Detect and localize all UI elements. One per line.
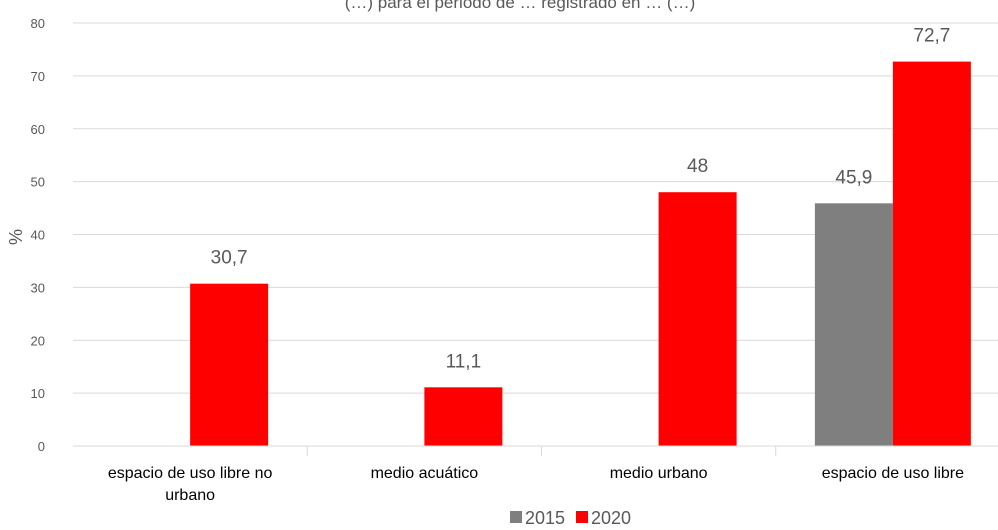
y-tick-label: 10	[31, 386, 45, 401]
legend-swatch-2020	[576, 511, 588, 523]
category-label: urbano	[165, 487, 215, 504]
y-tick-label: 40	[31, 228, 45, 243]
y-tick-label: 20	[31, 333, 45, 348]
category-label: espacio de uso libre	[822, 465, 964, 482]
bar-2015	[814, 203, 893, 446]
y-tick-label: 0	[38, 439, 45, 454]
bars	[190, 61, 971, 446]
y-tick-label: 70	[31, 69, 45, 84]
legend: 2015 2020	[510, 508, 631, 528]
category-label: espacio de uso libre no	[108, 465, 273, 482]
category-label: medio acuático	[371, 465, 479, 482]
chart-title: (…) para el periodo de … registrado en ……	[345, 0, 696, 12]
data-label: 11,1	[446, 351, 482, 372]
y-tick-label: 30	[31, 280, 45, 295]
y-axis-label: %	[6, 229, 26, 245]
y-tick-label: 50	[31, 175, 45, 190]
category-labels: espacio de uso libre no urbano medio acuát…	[108, 465, 964, 504]
x-axis	[73, 445, 998, 456]
data-label: 48	[687, 156, 708, 177]
bar-2020	[190, 283, 269, 446]
legend-label: 2015	[525, 508, 565, 528]
data-label: 72,7	[913, 26, 950, 47]
data-label: 45,9	[835, 167, 872, 188]
legend-label: 2020	[591, 508, 631, 528]
legend-swatch-2015	[510, 511, 522, 523]
category-label: medio urbano	[610, 465, 708, 482]
bar-2020	[658, 192, 737, 446]
y-tick-label: 80	[31, 16, 45, 31]
bar-2020	[892, 61, 971, 446]
bar-2020	[424, 387, 503, 446]
y-tick-label: 60	[31, 122, 45, 137]
data-labels: 30,7 11,1 48 45,9 72,7	[211, 26, 951, 373]
data-label: 30,7	[211, 248, 248, 269]
y-tick-labels: 0 10 20 30 40 50 60 70 80	[31, 16, 45, 454]
